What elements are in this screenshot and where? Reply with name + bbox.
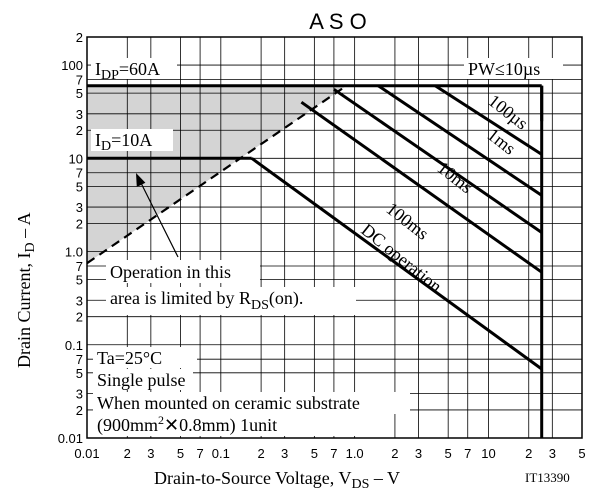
plot-frame: [86, 36, 583, 439]
x-tick-label-1: 2: [124, 446, 131, 461]
y-tick-label-2: 3: [76, 387, 83, 402]
pw10ms-label: 10ms: [434, 157, 477, 197]
y-tick-label-19: 7: [76, 73, 83, 88]
figure-code: IT13390: [525, 470, 570, 485]
curve-dc: [250, 157, 543, 371]
y-tick-label-16: 2: [76, 123, 83, 138]
idp-label: IDP=60A: [95, 59, 160, 83]
pw100us-label: 100µs: [485, 90, 532, 133]
chart-title: A S O: [309, 9, 366, 34]
pw1ms-label: 1ms: [484, 124, 520, 158]
y-tick-label-10: 1.0: [65, 245, 83, 260]
pw10us-label: PW≤10µs: [468, 59, 540, 79]
curve-pw1ms: [377, 84, 543, 197]
x-tick-label-0: 0.01: [74, 446, 99, 461]
condition-pulse: Single pulse: [97, 370, 186, 390]
curve-pw100ms: [300, 100, 543, 274]
x-tick-label-9: 7: [330, 446, 337, 461]
curves: [86, 84, 544, 438]
y-tick-label-21: 2: [76, 30, 83, 45]
x-tick-label-18: 5: [578, 446, 585, 461]
y-tick-label-12: 3: [76, 200, 83, 215]
y-axis-label: Drain Current, ID – A: [14, 212, 38, 368]
x-tick-label-10: 1.0: [346, 446, 364, 461]
x-tick-label-7: 3: [281, 446, 288, 461]
x-tick-label-8: 5: [311, 446, 318, 461]
x-tick-label-14: 7: [464, 446, 471, 461]
x-tick-label-2: 3: [147, 446, 154, 461]
y-tick-label-1: 2: [76, 403, 83, 418]
operation-arrow: [136, 173, 179, 258]
x-tick-label-6: 2: [257, 446, 264, 461]
y-tick-label-9: 7: [76, 259, 83, 274]
curve-pw100us: [434, 84, 543, 156]
x-tick-label-17: 3: [549, 446, 556, 461]
y-tick-label-5: 0.1: [65, 338, 83, 353]
y-tick-label-4: 7: [76, 352, 83, 367]
operation-note-line2: area is limited by RDS(on).: [110, 288, 303, 313]
y-tick-label-17: 3: [76, 107, 83, 122]
x-tick-label-4: 7: [196, 446, 203, 461]
x-tick-label-16: 2: [525, 446, 532, 461]
y-tick-label-13: 5: [76, 179, 83, 194]
condition-mounting: When mounted on ceramic substrate: [97, 393, 360, 413]
curve-pw10ms: [333, 88, 543, 234]
label-backgrounds: [91, 58, 563, 436]
x-tick-label-3: 5: [177, 446, 184, 461]
y-tick-label-6: 2: [76, 310, 83, 325]
condition-temperature: Ta=25°C: [97, 348, 162, 368]
x-tick-label-11: 2: [391, 446, 398, 461]
x-axis-label: Drain-to-Source Voltage, VDS – V: [154, 468, 400, 490]
y-tick-label-20: 100: [61, 58, 83, 73]
x-tick-label-12: 3: [415, 446, 422, 461]
y-tick-label-15: 10: [69, 151, 83, 166]
y-tick-label-0: 0.01: [58, 431, 83, 446]
y-tick-label-18: 5: [76, 86, 83, 101]
id-label: ID=10A: [95, 130, 152, 154]
condition-substrate: (900mm2✕0.8mm) 1unit: [97, 413, 277, 436]
curve-rds_limit: [86, 84, 348, 265]
operation-note-line1: Operation in this: [110, 262, 231, 282]
x-tick-labels: 0.01 2 3 5 7 0.1 2 3 5 7 1.0 2 3 5 7 10 2 3 5: [74, 446, 585, 461]
y-tick-label-7: 3: [76, 293, 83, 308]
dc-operation-label: DC operation: [357, 220, 445, 297]
x-tick-label-15: 10: [481, 446, 495, 461]
y-tick-label-3: 5: [76, 366, 83, 381]
y-tick-label-11: 2: [76, 216, 83, 231]
y-tick-label-8: 5: [76, 273, 83, 288]
x-tick-label-5: 0.1: [212, 446, 230, 461]
x-tick-label-13: 5: [445, 446, 452, 461]
y-tick-label-14: 7: [76, 166, 83, 181]
